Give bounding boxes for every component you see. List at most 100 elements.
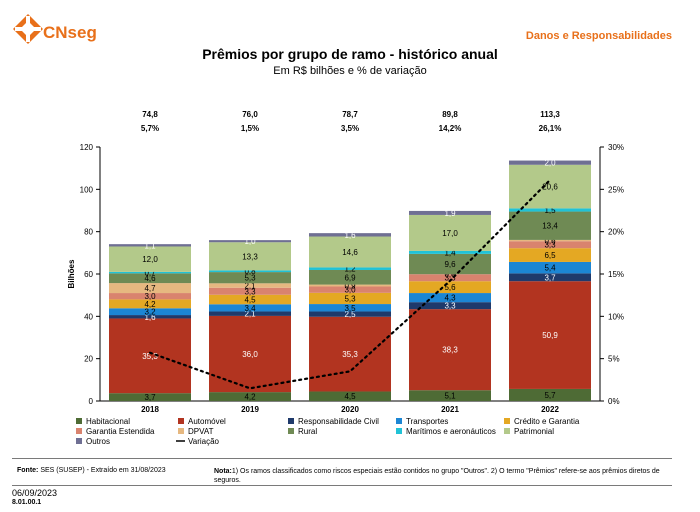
bar-segment-label: 2,1 [244, 282, 256, 291]
bar-segment [109, 273, 191, 284]
bar-segment-label: 35,3 [342, 350, 358, 359]
bar-segment-label: 1,0 [244, 237, 256, 246]
legend-label: Marítimos e aeronáuticos [406, 427, 496, 436]
bar-segment-label: 3,3 [444, 302, 456, 311]
bar-segment-label: 13,4 [542, 222, 558, 231]
bar-segment-label: 1,6 [144, 313, 156, 322]
bar-segment-label: 6,9 [344, 273, 356, 282]
legend-swatch [178, 418, 184, 424]
stacked-bar-chart: 0 20 40 60 80 100 120 0% 5% 10% 15% 20% 25% 30% Bilhõe… [67, 110, 624, 446]
bar-segment [409, 390, 491, 401]
legend-swatch [76, 428, 82, 434]
bar-segment [309, 233, 391, 237]
footnote-label: Nota: [214, 468, 232, 475]
source-text: SES (SUSEP) - Extraído em 31/08/2023 [40, 467, 166, 474]
bar-segment-label: 3,0 [344, 286, 356, 295]
bar-segment [209, 392, 291, 401]
legend-swatch [76, 418, 82, 424]
bar-segment-label: 3,0 [144, 292, 156, 301]
bar-segment-label: 3,3 [244, 287, 256, 296]
x-tick-label: 2019 [241, 405, 259, 414]
bar-segment [509, 281, 591, 389]
legend-label: Habitacional [86, 417, 130, 426]
bar-segment [309, 269, 391, 285]
bar-segment-label: 12,0 [142, 255, 158, 264]
bar-segment [409, 302, 491, 310]
bar-segment-label: 3,7 [144, 393, 156, 402]
bar-segment-label: 4,3 [444, 294, 456, 303]
bar-segment-label: 0,9 [344, 282, 356, 291]
bar-segment-label: 1,6 [344, 231, 356, 240]
x-tick-label: 2018 [141, 405, 159, 414]
legend-label: Outros [86, 437, 110, 446]
total-label: 89,8 [442, 110, 458, 119]
bar-segment [309, 391, 391, 401]
bar-segment [309, 286, 391, 293]
bar-segment [209, 287, 291, 295]
bar-segment [309, 284, 391, 287]
bottom-divider [12, 485, 672, 486]
legend-swatch [396, 418, 402, 424]
bar-segment [309, 316, 391, 392]
bar-segment-label: 14,6 [342, 248, 358, 257]
legend-label: DPVAT [188, 427, 214, 436]
bar-segment [509, 388, 591, 401]
bar-segment-label: 0,6 [544, 237, 556, 246]
bar-segment-label: 2,1 [244, 310, 256, 319]
y2-tick-label: 20% [608, 228, 624, 237]
bar-segment-label: 0,8 [244, 267, 256, 276]
bar-segment [309, 267, 391, 270]
bar-segment [109, 308, 191, 316]
legend-swatch [504, 418, 510, 424]
bar-segment [109, 246, 191, 272]
bar-segment-label: 13,3 [242, 252, 258, 261]
legend-label: Garantia Estendida [86, 427, 155, 436]
y-tick-label: 120 [80, 143, 94, 152]
bar-segment-label: 20,6 [542, 183, 558, 192]
bar-segment [509, 241, 591, 249]
bar-segment [109, 393, 191, 401]
bar-segment-label: 38,3 [442, 346, 458, 355]
legend-swatch [288, 428, 294, 434]
bar-segment-label: 6,5 [544, 251, 556, 260]
footnote-text: 1) Os ramos classificados como riscos es… [214, 468, 660, 484]
bar-segment [309, 311, 391, 317]
x-tick-label: 2022 [541, 405, 559, 414]
legend-swatch [504, 428, 510, 434]
legend-label: Automóvel [188, 417, 226, 426]
bar-segment-label: 0,7 [144, 269, 156, 278]
bar-segment [509, 248, 591, 262]
legend-swatch [396, 428, 402, 434]
report-code: 8.01.00.1 [12, 499, 42, 506]
cnseg-logo [13, 14, 43, 44]
bar-segment [509, 211, 591, 240]
y2-tick-label: 25% [608, 185, 624, 194]
bar-segment [109, 299, 191, 309]
bar-segment [109, 315, 191, 319]
bar-segment-label: 4,7 [144, 284, 156, 293]
bar-segment [409, 281, 491, 294]
variation-label: 1,5% [241, 124, 259, 133]
bar-segment [409, 210, 491, 215]
bar-segment-label: 4,6 [144, 274, 156, 283]
variation-line [148, 178, 552, 390]
legend-swatch [76, 438, 82, 444]
x-tick-label: 2021 [441, 405, 459, 414]
bar-segment [109, 271, 191, 274]
bar-segment [209, 272, 291, 284]
legend-swatch [178, 428, 184, 434]
bar-segment [209, 304, 291, 312]
bar-segment-label: 3,7 [544, 273, 556, 282]
bar-segment-label: 4,5 [244, 296, 256, 305]
brand-name: CNseg [43, 23, 97, 42]
bar-segment-label: 4,5 [344, 392, 356, 401]
bar-segment [409, 214, 491, 251]
footer-divider [12, 458, 672, 459]
legend-swatch [288, 418, 294, 424]
bar-segment-label: 1,2 [344, 265, 356, 274]
bar-segment [409, 274, 491, 282]
total-label: 76,0 [242, 110, 258, 119]
bar-segment [309, 292, 391, 305]
y-tick-label: 20 [84, 355, 93, 364]
bar-segment [509, 160, 591, 165]
